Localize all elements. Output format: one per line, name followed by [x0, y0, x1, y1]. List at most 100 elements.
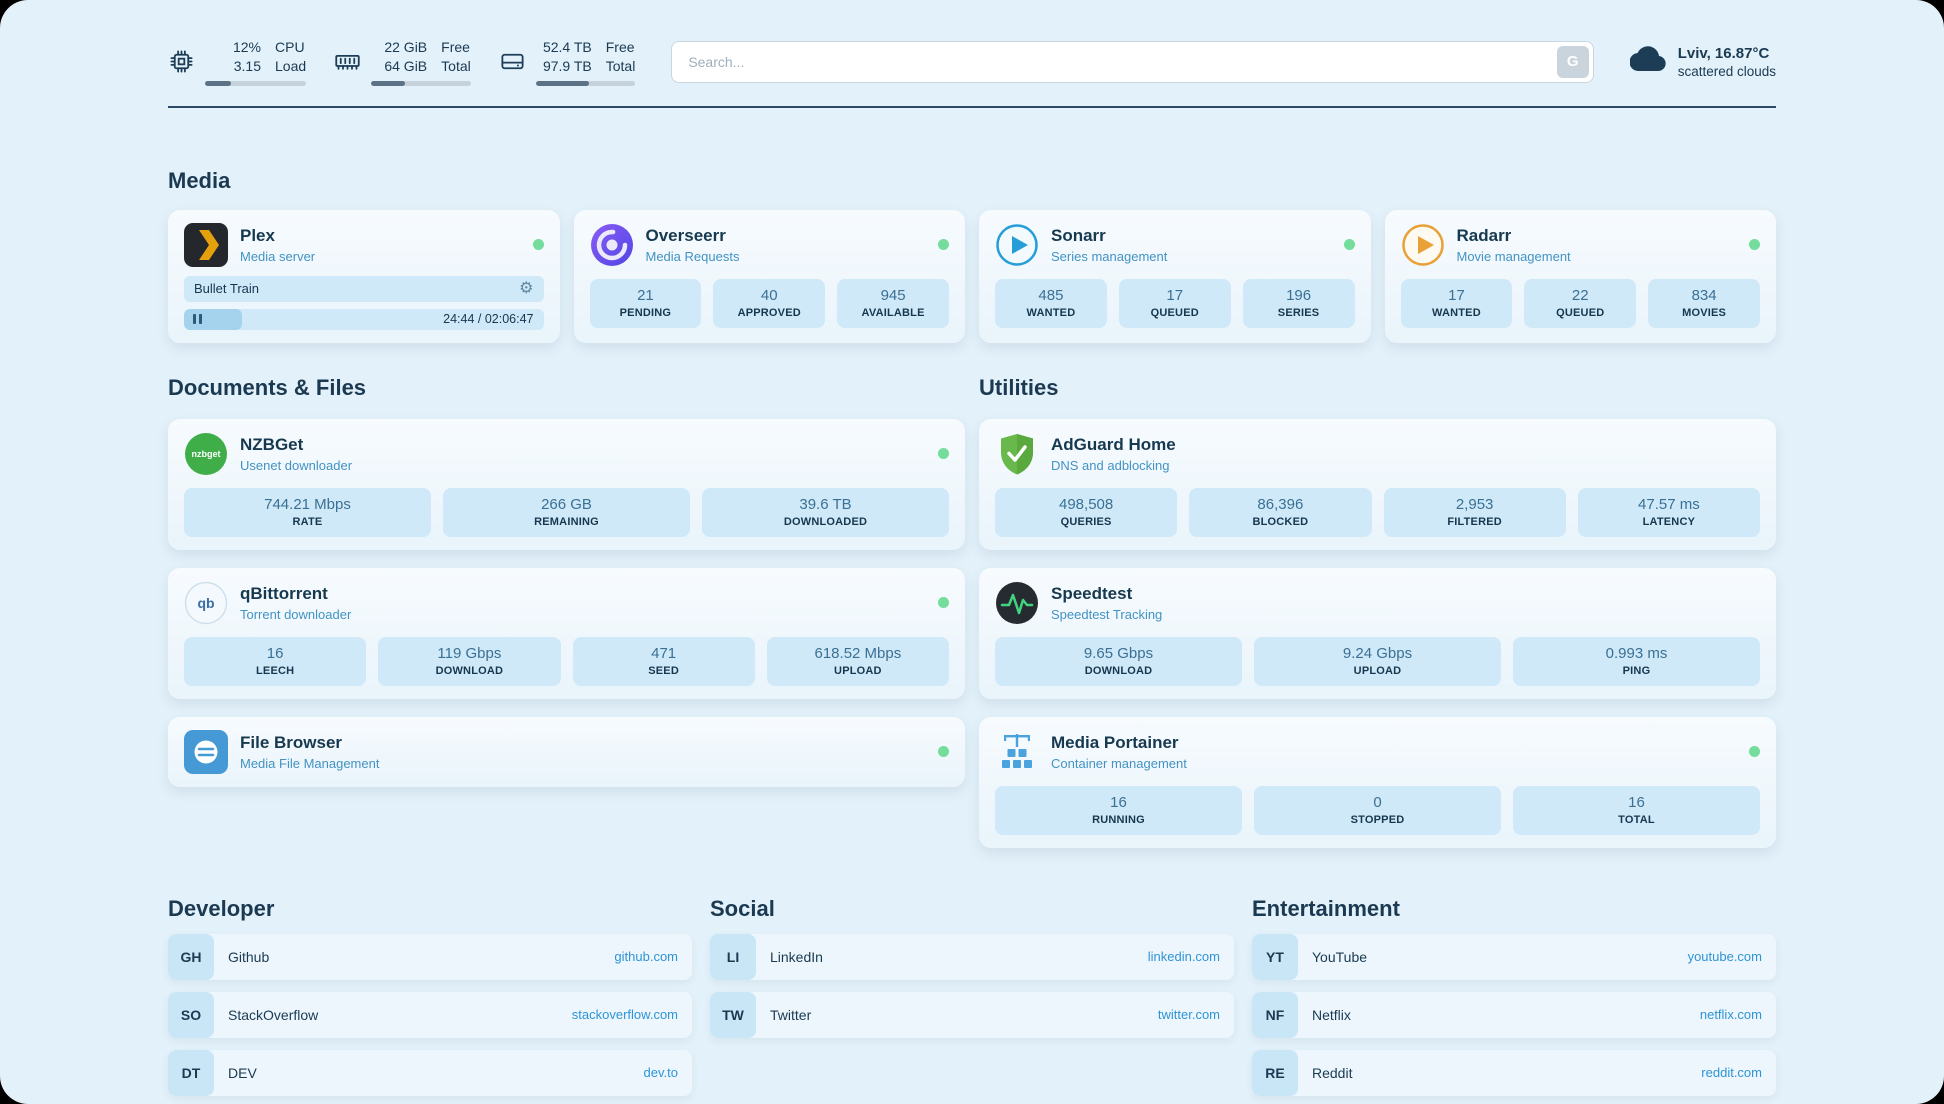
bookmark-url[interactable]: reddit.com [1701, 1065, 1762, 1081]
bookmarks-grid: Developer GH Github github.com SO StackO… [168, 896, 1776, 1096]
bookmark-url[interactable]: dev.to [643, 1065, 678, 1081]
bookmark-name: Reddit [1312, 1064, 1353, 1081]
disk-free-value: 52.4 TB [542, 39, 592, 55]
stat-value: 834 [1691, 286, 1717, 304]
radarr-icon [1401, 223, 1445, 267]
app-card-radarr[interactable]: Radarr Movie management 17 WANTED 22 QUE… [1384, 209, 1776, 343]
section-title-developer: Developer [168, 895, 275, 921]
adguard-stat-blocked: 86,396 BLOCKED [1189, 487, 1372, 537]
app-card-filebrowser[interactable]: File Browser Media File Management [168, 716, 965, 787]
bookmark-youtube[interactable]: YT YouTube youtube.com [1252, 933, 1776, 980]
radarr-stat-wanted: 17 WANTED [1400, 278, 1513, 328]
ram-usage-bar [371, 80, 471, 86]
bookmark-stackoverflow[interactable]: SO StackOverflow stackoverflow.com [168, 991, 692, 1038]
search-provider-button[interactable]: G [1556, 45, 1589, 78]
speedtest-icon [995, 581, 1039, 625]
sonarr-stat-wanted: 485 WANTED [995, 278, 1107, 328]
stat-value: 618.52 Mbps [814, 644, 902, 662]
cpu-load-value: 3.15 [233, 57, 261, 74]
stat-label: REMAINING [534, 515, 599, 528]
nzbget-stat-rate: 744.21 Mbps RATE [184, 487, 431, 537]
stat-label: DOWNLOADED [783, 515, 868, 528]
app-card-qbittorrent[interactable]: qb qBittorrent Torrent downloader 16 LEE… [168, 567, 965, 699]
bookmark-abbr: YT [1252, 933, 1298, 980]
status-online-dot [1749, 239, 1760, 251]
ram-widget: 22 GiB Free 64 GiB Total [334, 38, 471, 86]
app-name: Plex [240, 225, 275, 245]
section-title-media: Media [168, 167, 231, 193]
bookmark-abbr: GH [168, 933, 214, 980]
ram-usage-bar-fill [371, 80, 405, 86]
qbittorrent-stat-seed: 471 SEED [572, 636, 755, 686]
qbittorrent-icon-wordmark: qb [197, 594, 215, 611]
filebrowser-header: File Browser Media File Management [184, 729, 949, 774]
radarr-header: Radarr Movie management [1401, 223, 1760, 267]
radarr-stats: 17 WANTED 22 QUEUED 834 MOVIES [1400, 278, 1760, 328]
app-card-sonarr[interactable]: Sonarr Series management 485 WANTED 17 Q… [979, 209, 1371, 343]
disk-total-label: Total [605, 57, 636, 74]
bookmark-url[interactable]: stackoverflow.com [571, 1007, 678, 1023]
app-name: Radarr [1456, 225, 1512, 245]
stat-value: 47.57 ms [1638, 495, 1700, 513]
now-playing-title: Bullet Train [194, 281, 260, 297]
stat-label: PING [1622, 664, 1651, 677]
bookmark-reddit[interactable]: RE Reddit reddit.com [1252, 1049, 1776, 1096]
ram-icon [334, 48, 361, 75]
app-card-speedtest[interactable]: Speedtest Speedtest Tracking 9.65 Gbps D… [979, 567, 1776, 699]
bookmark-url[interactable]: netflix.com [1699, 1007, 1762, 1023]
app-subtitle: Usenet downloader [240, 457, 353, 473]
search-input[interactable] [671, 40, 1594, 83]
settings-gear-icon[interactable]: ⚙ [519, 279, 534, 297]
bookmark-abbr: DT [168, 1049, 214, 1096]
stat-value: 0.993 ms [1605, 644, 1668, 662]
app-card-overseerr[interactable]: Overseerr Media Requests 21 PENDING 40 A… [573, 209, 965, 343]
ram-free-value: 22 GiB [384, 39, 428, 55]
nzbget-stat-downloaded: 39.6 TB DOWNLOADED [702, 487, 949, 537]
main-columns: Documents & Files nzbget NZBGet Usenet d… [168, 343, 1776, 848]
stat-label: RATE [292, 515, 323, 528]
status-online-dot [938, 448, 949, 460]
disk-line-2: 97.9 TB Total [536, 57, 636, 76]
stat-value: 744.21 Mbps [264, 495, 351, 513]
overseerr-stat-available: 945 AVAILABLE [837, 278, 949, 328]
bookmarks-social: Social LI LinkedIn linkedin.com TW Twitt… [710, 896, 1234, 1096]
bookmark-twitter[interactable]: TW Twitter twitter.com [710, 991, 1234, 1038]
app-subtitle: Speedtest Tracking [1051, 606, 1163, 622]
bookmark-netflix[interactable]: NF Netflix netflix.com [1252, 991, 1776, 1038]
stat-label: PENDING [619, 306, 672, 319]
app-card-nzbget[interactable]: nzbget NZBGet Usenet downloader 744.21 M… [168, 418, 965, 550]
app-card-portainer[interactable]: Media Portainer Container management 16 … [979, 716, 1776, 848]
cpu-widget: 12% CPU 3.15 Load [168, 38, 307, 86]
stat-value: 9.65 Gbps [1083, 644, 1154, 662]
bookmark-linkedin[interactable]: LI LinkedIn linkedin.com [710, 933, 1234, 980]
speedtest-header: Speedtest Speedtest Tracking [995, 581, 1760, 625]
ram-total-label: Total [441, 57, 471, 74]
bookmark-url[interactable]: github.com [614, 949, 678, 965]
stat-label: LEECH [255, 664, 295, 677]
bookmark-name: LinkedIn [770, 948, 823, 965]
stat-label: APPROVED [737, 306, 801, 319]
app-card-plex[interactable]: Plex Media server Bullet Train ⚙ 24:44 /… [168, 209, 560, 343]
overseerr-icon [590, 223, 634, 267]
bookmark-url[interactable]: youtube.com [1687, 949, 1762, 965]
bookmark-url[interactable]: linkedin.com [1147, 949, 1220, 965]
bookmark-url[interactable]: twitter.com [1157, 1007, 1220, 1023]
stat-value: 17 [1166, 286, 1184, 304]
stat-label: DOWNLOAD [435, 664, 504, 677]
stat-value: 266 GB [541, 495, 592, 513]
stat-value: 0 [1373, 793, 1382, 811]
stat-label: QUEUED [1150, 306, 1199, 319]
bookmark-github[interactable]: GH Github github.com [168, 933, 692, 980]
stat-value: 16 [1110, 793, 1127, 811]
adguard-stat-queries: 498,508 QUERIES [995, 487, 1178, 537]
app-name: Media Portainer [1051, 732, 1179, 752]
cpu-label: CPU [275, 39, 305, 55]
stat-value: 945 [880, 286, 906, 304]
app-card-adguard[interactable]: AdGuard Home DNS and adblocking 498,508 … [979, 418, 1776, 550]
disk-line-1: 52.4 TB Free [536, 38, 636, 57]
stat-label: STOPPED [1350, 813, 1405, 826]
plex-header: Plex Media server [184, 222, 544, 267]
sonarr-stat-queued: 17 QUEUED [1118, 278, 1231, 328]
cpu-percent: 12% [232, 39, 261, 55]
bookmark-dev[interactable]: DT DEV dev.to [168, 1049, 692, 1096]
